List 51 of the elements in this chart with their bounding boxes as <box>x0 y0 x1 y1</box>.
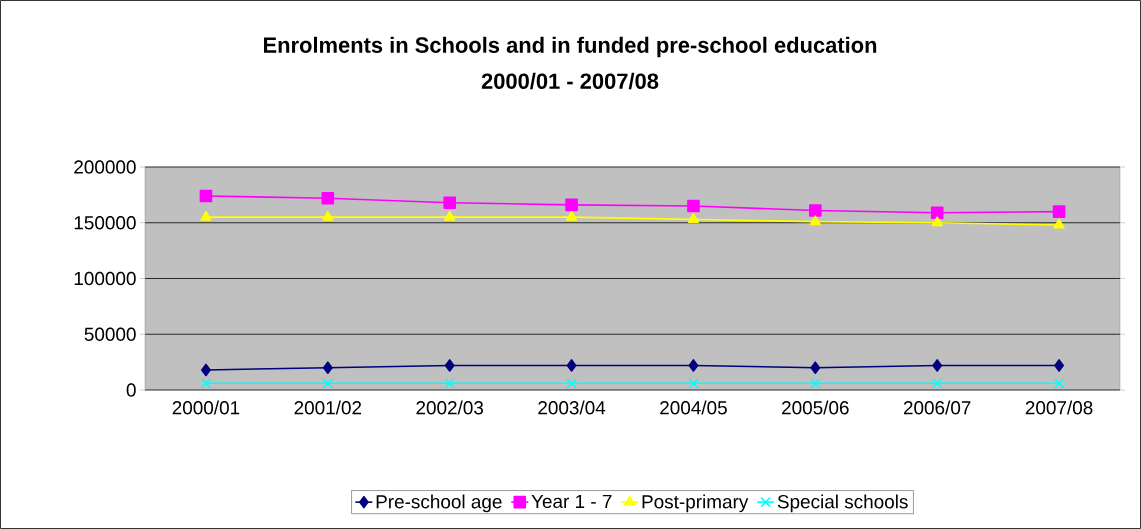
point <box>322 377 334 389</box>
point <box>444 359 455 372</box>
point <box>200 210 212 221</box>
point <box>199 189 213 203</box>
x-tick-label: 2004/05 <box>660 400 727 415</box>
point <box>566 377 577 389</box>
point <box>687 213 700 223</box>
x-tick-label: 2001/02 <box>294 400 362 415</box>
y-tick-label: 100000 <box>74 271 136 286</box>
point <box>809 215 821 226</box>
point <box>444 210 456 221</box>
point <box>322 361 333 374</box>
chart-subtitle: 2000/01 - 2007/08 <box>481 72 659 90</box>
y-tick-label: 150000 <box>74 216 136 230</box>
point <box>565 198 578 212</box>
chart-title: Enrolments in Schools and in funded pre-school education <box>263 36 877 58</box>
x-tick-label: 2002/03 <box>416 400 484 415</box>
point <box>201 363 211 377</box>
point <box>688 377 699 389</box>
point <box>930 206 944 220</box>
point <box>321 191 335 205</box>
point <box>931 377 943 389</box>
x-tick-label: 2006/07 <box>903 400 971 415</box>
point <box>443 196 456 209</box>
point <box>931 216 943 227</box>
point <box>687 199 700 213</box>
point <box>444 377 456 389</box>
point <box>322 210 334 221</box>
x-tick-label: 2007/08 <box>1025 400 1093 415</box>
point <box>566 359 577 372</box>
point <box>932 359 943 372</box>
point <box>1052 205 1066 218</box>
legend-label: Special schools <box>777 494 908 513</box>
point <box>809 377 821 389</box>
y-tick-label: 200000 <box>74 160 136 174</box>
point <box>810 361 821 374</box>
point <box>200 377 212 389</box>
x-tick-label: 2005/06 <box>782 400 849 415</box>
point <box>566 210 578 221</box>
point <box>1053 218 1065 229</box>
x-tick-label: 2003/04 <box>538 400 606 415</box>
x-tick-label: 2000/01 <box>172 400 240 415</box>
y-tick-label: 0 <box>126 383 136 397</box>
y-tick-label: 50000 <box>84 327 136 341</box>
point <box>688 359 699 372</box>
point <box>1053 377 1065 389</box>
legend-label: Pre-school age <box>376 494 502 513</box>
point <box>809 204 822 217</box>
legend-label: Year 1 - 7 <box>531 494 612 509</box>
point <box>1054 359 1064 372</box>
legend-label: Post-primary <box>642 494 749 513</box>
